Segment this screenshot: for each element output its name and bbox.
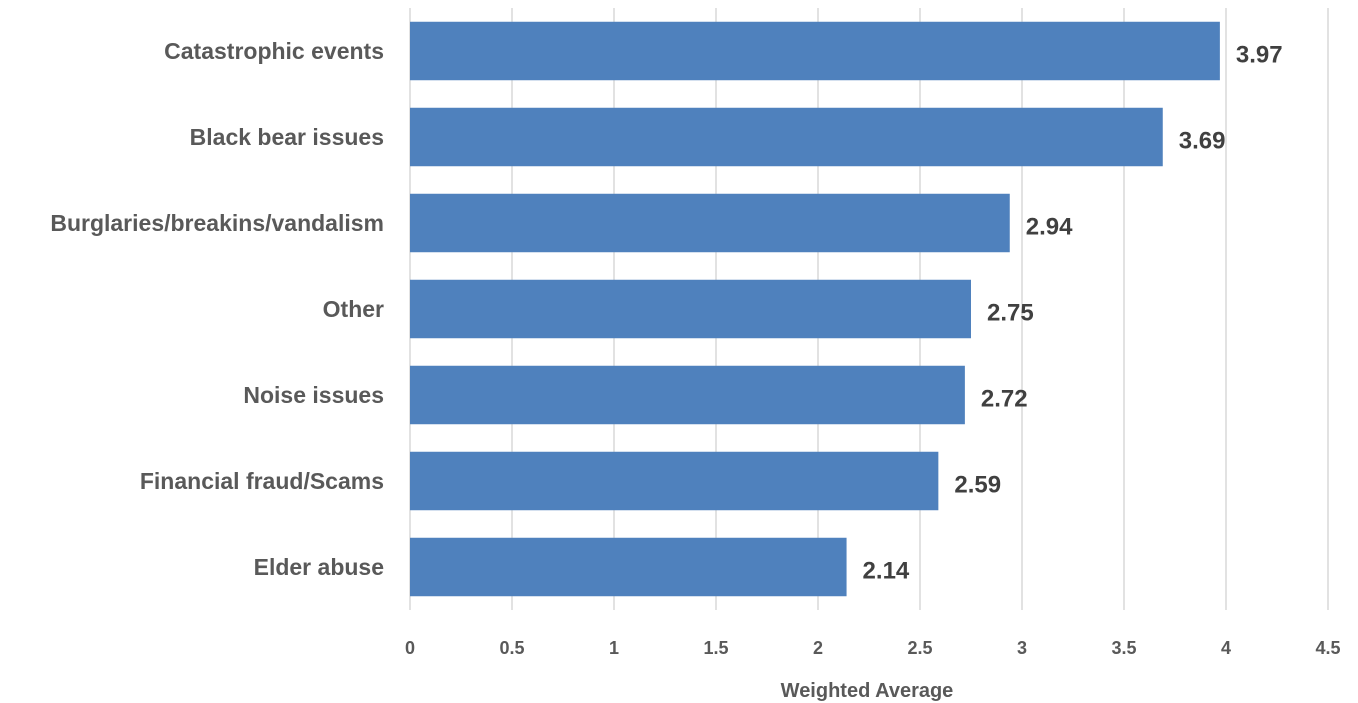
data-label: 2.94 [1026,214,1073,241]
data-label: 2.59 [954,472,1001,499]
x-tick-label: 1.5 [703,638,728,658]
x-axis-tick-labels: 0 0.5 1 1.5 2 2.5 3 3.5 4 4.5 [405,638,1341,658]
x-tick-label: 1 [609,638,619,658]
x-tick-label: 2.5 [907,638,932,658]
x-tick-label: 4 [1221,638,1231,658]
x-tick-label: 3 [1017,638,1027,658]
category-label: Elder abuse [254,554,384,580]
bar [410,365,965,425]
bar [410,107,1163,167]
value-labels: 3.97 3.69 2.94 2.75 2.72 2.59 2.14 [863,42,1283,585]
data-label: 2.14 [863,558,910,585]
data-label: 3.69 [1179,128,1226,155]
bar [410,537,847,597]
category-label: Catastrophic events [164,38,384,64]
bar [410,451,939,511]
x-tick-label: 3.5 [1111,638,1136,658]
category-label: Burglaries/breakins/vandalism [50,210,384,236]
x-tick-label: 0.5 [499,638,524,658]
bars [410,21,1220,597]
data-label: 2.75 [987,300,1034,327]
bar [410,21,1220,81]
data-label: 2.72 [981,386,1028,413]
x-axis-title: Weighted Average [781,680,954,702]
bar [410,193,1010,253]
category-label: Noise issues [243,382,384,408]
category-label: Black bear issues [190,124,384,150]
bar [410,279,971,339]
x-tick-label: 0 [405,638,415,658]
category-labels: Catastrophic events Black bear issues Burg… [50,38,384,580]
category-label: Financial fraud/Scams [140,468,384,494]
data-label: 3.97 [1236,42,1283,69]
x-tick-label: 4.5 [1315,638,1340,658]
x-tick-label: 2 [813,638,823,658]
category-label: Other [323,296,384,322]
